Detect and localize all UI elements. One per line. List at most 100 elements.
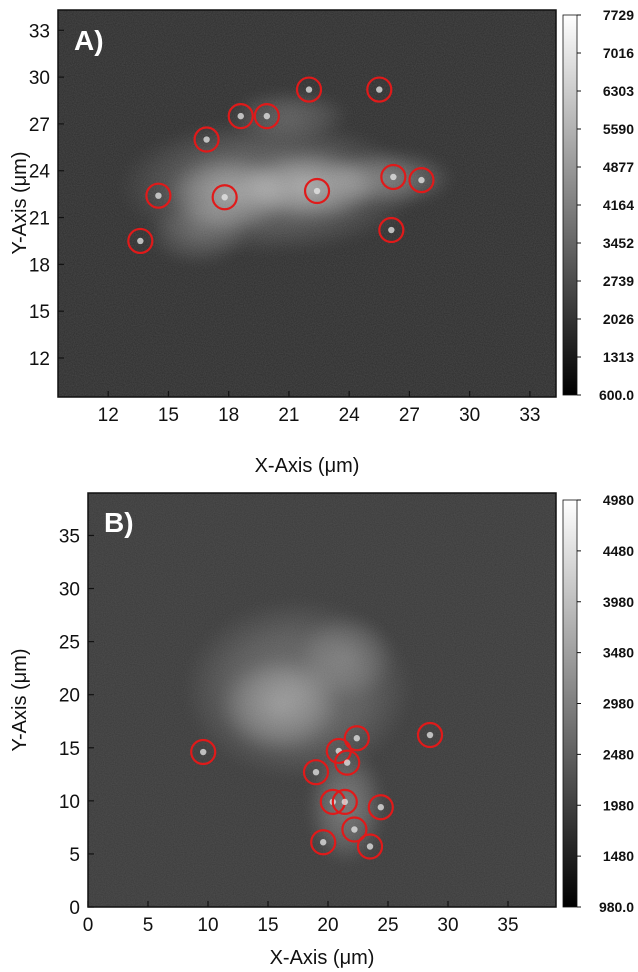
bright-spot bbox=[313, 187, 321, 195]
panel-b-colorbar bbox=[562, 499, 578, 908]
colorbar-tick-label: 1313 bbox=[603, 349, 634, 365]
bright-spot bbox=[312, 768, 320, 776]
x-tick-label: 12 bbox=[98, 405, 119, 426]
y-tick-label: 27 bbox=[29, 115, 50, 136]
panel-b-letter: B) bbox=[104, 507, 134, 538]
y-tick-label: 15 bbox=[59, 739, 80, 760]
signal-blob bbox=[298, 615, 394, 700]
circle-marker bbox=[331, 788, 358, 816]
y-tick-label: 15 bbox=[29, 302, 50, 323]
colorbar-tick-label: 4480 bbox=[603, 543, 634, 559]
colorbar-tick-label: 3980 bbox=[603, 594, 634, 610]
bright-spot bbox=[388, 226, 395, 234]
colorbar-tick-label: 2980 bbox=[603, 696, 634, 712]
x-tick-label: 24 bbox=[339, 405, 361, 426]
bright-spot bbox=[351, 826, 358, 833]
panel-a-x-axis-title: X-Axis (μm) bbox=[255, 455, 360, 477]
panel-b-frame bbox=[87, 492, 557, 908]
x-tick-label: 25 bbox=[377, 915, 398, 936]
circle-marker bbox=[416, 721, 444, 749]
y-tick-label: 0 bbox=[69, 898, 80, 919]
circle-marker bbox=[334, 749, 361, 776]
y-tick-label: 35 bbox=[59, 526, 80, 547]
y-tick-label: 20 bbox=[59, 686, 80, 707]
bright-spot bbox=[341, 798, 348, 806]
circle-marker bbox=[227, 103, 254, 130]
circle-marker bbox=[380, 163, 407, 191]
circle-marker bbox=[366, 76, 393, 103]
panel-a-colorbar-labels: 7729 7016 6303 5590 4877 4164 3452 2739 2026 1313… bbox=[577, 7, 634, 403]
x-tick-label: 35 bbox=[497, 915, 518, 936]
panel-a-letter: A) bbox=[74, 25, 104, 56]
circle-marker bbox=[193, 126, 220, 153]
colorbar-tick-label: 5590 bbox=[603, 121, 634, 137]
colorbar-tick-label: 3480 bbox=[603, 645, 634, 661]
circle-marker bbox=[127, 227, 154, 255]
y-tick-label: 5 bbox=[69, 845, 80, 866]
bright-spot bbox=[221, 194, 228, 201]
circle-marker bbox=[310, 829, 337, 856]
panel-a-image bbox=[58, 10, 556, 397]
colorbar-tick-label: 1980 bbox=[603, 797, 634, 813]
panel-b-y-axis: 0 5 10 15 20 25 30 35 bbox=[59, 526, 94, 919]
bright-spot bbox=[377, 804, 384, 811]
y-tick-label: 12 bbox=[29, 349, 50, 370]
panel-b-y-axis-title: Y-Axis (μm) bbox=[9, 648, 31, 751]
x-tick-label: 0 bbox=[83, 915, 94, 936]
colorbar-tick-label: 4980 bbox=[603, 492, 634, 508]
bright-spot bbox=[344, 759, 351, 766]
y-tick-label: 10 bbox=[59, 792, 80, 813]
bright-spot bbox=[366, 843, 374, 850]
circle-marker bbox=[378, 216, 405, 244]
circle-marker bbox=[190, 738, 217, 766]
panel-a-colorbar bbox=[562, 14, 578, 396]
bright-spot bbox=[203, 136, 210, 143]
circle-marker bbox=[302, 759, 330, 786]
panel-b-x-axis: 0 5 10 15 20 25 30 35 bbox=[83, 901, 519, 936]
y-tick-label: 21 bbox=[29, 209, 50, 230]
x-tick-label: 10 bbox=[197, 915, 218, 936]
circle-marker bbox=[356, 833, 384, 860]
colorbar-tick-label: 4164 bbox=[603, 197, 634, 213]
x-tick-label: 15 bbox=[158, 405, 179, 426]
bright-spot bbox=[305, 86, 313, 93]
colorbar-tick-label: 600.0 bbox=[599, 387, 634, 403]
y-tick-label: 25 bbox=[59, 633, 80, 654]
y-tick-label: 18 bbox=[29, 255, 50, 276]
colorbar-tick-label: 4877 bbox=[603, 159, 634, 175]
colorbar-tick-label: 2739 bbox=[603, 273, 634, 289]
panel-b-colorbar-labels: 4980 4480 3980 3480 2980 2480 1980 1480 980.0 bbox=[577, 492, 634, 915]
circle-marker bbox=[145, 182, 172, 209]
bright-spot bbox=[237, 112, 244, 120]
panel-a-x-axis: 12 15 18 21 24 27 30 33 bbox=[98, 391, 540, 426]
circle-marker bbox=[253, 103, 280, 130]
x-tick-label: 30 bbox=[437, 915, 458, 936]
colorbar-tick-label: 2026 bbox=[603, 311, 634, 327]
panel-a-frame bbox=[57, 9, 557, 398]
x-tick-label: 18 bbox=[218, 405, 239, 426]
panel-b-image bbox=[88, 493, 556, 907]
signal-blob bbox=[228, 91, 350, 142]
colorbar-tick-label: 6303 bbox=[603, 83, 634, 99]
colorbar-tick-label: 980.0 bbox=[599, 899, 634, 915]
panel-b: B) 0 5 10 15 20 25 30 35 0 5 10 15 20 25 30 35 X-Axis … bbox=[9, 492, 634, 969]
circle-marker bbox=[367, 794, 394, 821]
bright-spot bbox=[200, 748, 207, 756]
circle-marker bbox=[295, 76, 323, 103]
x-tick-label: 27 bbox=[399, 405, 420, 426]
signal-blob bbox=[148, 201, 249, 265]
panel-b-circle-markers bbox=[190, 721, 444, 860]
colorbar-tick-label: 1480 bbox=[603, 848, 634, 864]
circle-marker bbox=[211, 184, 238, 211]
x-tick-label: 20 bbox=[317, 915, 338, 936]
bright-spot bbox=[353, 735, 360, 742]
colorbar-tick-label: 7016 bbox=[603, 45, 634, 61]
panel-b-cell-signal bbox=[184, 599, 412, 865]
bright-spot bbox=[426, 731, 434, 739]
y-tick-label: 30 bbox=[29, 68, 50, 89]
x-tick-label: 30 bbox=[459, 405, 480, 426]
circle-marker bbox=[341, 816, 368, 843]
bright-spot bbox=[320, 839, 327, 846]
colorbar-tick-label: 7729 bbox=[603, 7, 634, 23]
bright-spot bbox=[390, 173, 397, 181]
